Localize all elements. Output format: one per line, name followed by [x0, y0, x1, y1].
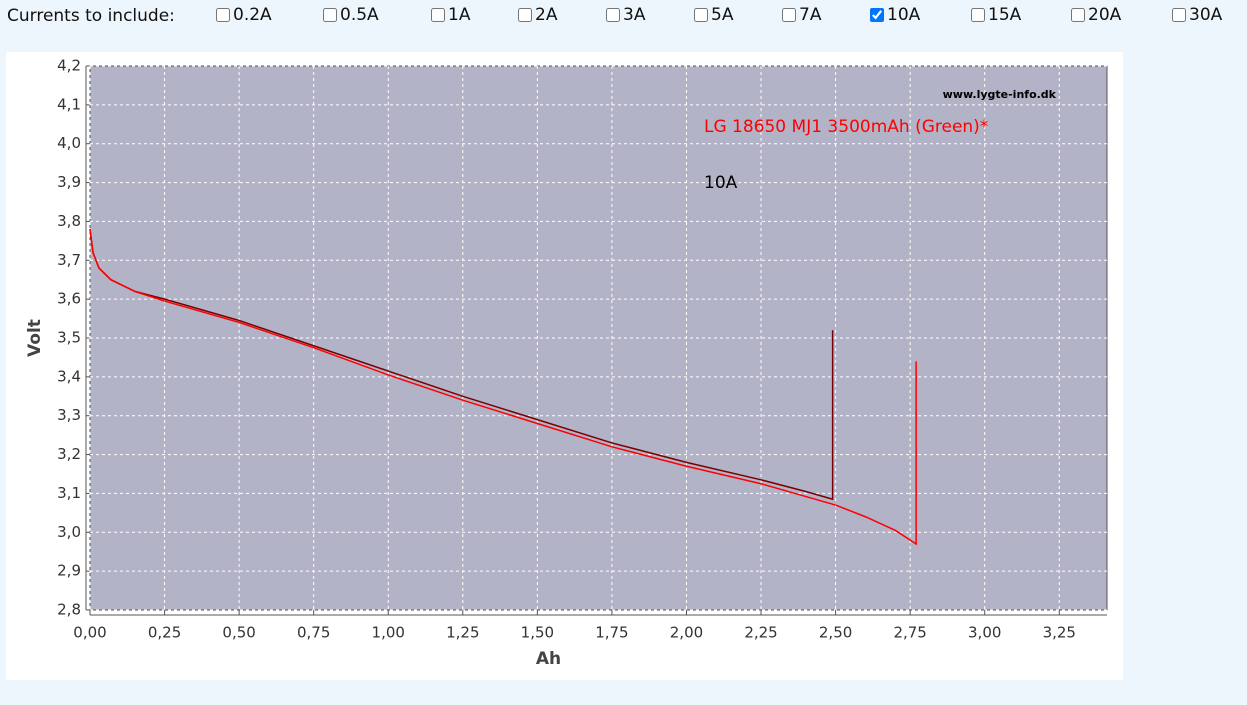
checkbox[interactable]	[971, 8, 985, 22]
y-tick-label: 3,1	[57, 484, 81, 502]
y-axis-label: Volt	[25, 319, 45, 357]
y-tick-label: 3,8	[57, 212, 81, 230]
checkbox[interactable]	[694, 8, 708, 22]
controls: Currents to include: 0.2A 0.5A 1A 2A 3A 5A 7A 1…	[0, 0, 1247, 34]
current-option[interactable]: 0.2A	[216, 5, 272, 25]
checkbox[interactable]	[431, 8, 445, 22]
checkbox[interactable]	[216, 8, 230, 22]
x-tick-label: 0,25	[148, 624, 181, 642]
y-tick-label: 3,4	[57, 367, 81, 385]
current-option[interactable]: 5A	[694, 5, 733, 25]
current-option[interactable]: 3A	[606, 5, 645, 25]
x-axis-label: Ah	[536, 649, 561, 669]
option-label: 2A	[535, 5, 558, 25]
x-tick-label: 1,75	[595, 624, 628, 642]
checkbox[interactable]	[606, 8, 620, 22]
current-option[interactable]: 30A	[1172, 5, 1222, 25]
x-tick-label: 2,00	[670, 624, 703, 642]
option-label: 5A	[711, 5, 734, 25]
y-tick-label: 2,9	[57, 562, 81, 580]
checkbox[interactable]	[1071, 8, 1085, 22]
current-option[interactable]: 15A	[971, 5, 1021, 25]
option-label: 10A	[887, 5, 921, 25]
y-tick-label: 3,5	[57, 329, 81, 347]
x-tick-label: 0,00	[73, 624, 106, 642]
option-label: 30A	[1189, 5, 1223, 25]
checkbox[interactable]	[323, 8, 337, 22]
annotation: 10A	[704, 173, 738, 193]
checkbox[interactable]	[870, 8, 884, 22]
current-option[interactable]: 2A	[518, 5, 557, 25]
option-label: 1A	[448, 5, 471, 25]
option-label: 20A	[1088, 5, 1122, 25]
option-label: 0.5A	[340, 5, 379, 25]
y-tick-label: 3,6	[57, 290, 81, 308]
current-option[interactable]: 0.5A	[323, 5, 379, 25]
x-tick-label: 2,50	[819, 624, 852, 642]
y-tick-label: 3,0	[57, 523, 81, 541]
y-tick-label: 3,3	[57, 406, 81, 424]
x-tick-label: 0,50	[222, 624, 255, 642]
y-tick-label: 4,1	[57, 95, 81, 113]
checkbox[interactable]	[518, 8, 532, 22]
annotation: LG 18650 MJ1 3500mAh (Green)*	[704, 117, 988, 137]
y-tick-label: 4,0	[57, 134, 81, 152]
current-option[interactable]: 7A	[782, 5, 821, 25]
x-tick-label: 2,75	[893, 624, 926, 642]
series-line	[89, 229, 917, 546]
option-label: 7A	[799, 5, 822, 25]
y-tick-label: 2,8	[57, 601, 81, 619]
option-label: 0.2A	[233, 5, 272, 25]
y-tick-label: 3,2	[57, 445, 81, 463]
checkbox[interactable]	[1172, 8, 1186, 22]
y-tick-label: 3,7	[57, 251, 81, 269]
y-tick-label: 3,9	[57, 173, 81, 191]
x-tick-label: 3,00	[968, 624, 1001, 642]
x-tick-label: 1,25	[446, 624, 479, 642]
option-label: 3A	[623, 5, 646, 25]
watermark: www.lygte-info.dk	[943, 88, 1057, 101]
current-option[interactable]: 1A	[431, 5, 470, 25]
x-tick-label: 1,50	[521, 624, 554, 642]
controls-label: Currents to include:	[7, 6, 175, 26]
current-option[interactable]: 20A	[1071, 5, 1121, 25]
x-tick-label: 3,25	[1043, 624, 1076, 642]
x-tick-label: 0,75	[297, 624, 330, 642]
y-tick-label: 4,2	[57, 57, 81, 75]
option-label: 15A	[988, 5, 1022, 25]
checkbox[interactable]	[782, 8, 796, 22]
current-option[interactable]: 10A	[870, 5, 920, 25]
x-tick-label: 1,00	[372, 624, 405, 642]
x-tick-label: 2,25	[744, 624, 777, 642]
